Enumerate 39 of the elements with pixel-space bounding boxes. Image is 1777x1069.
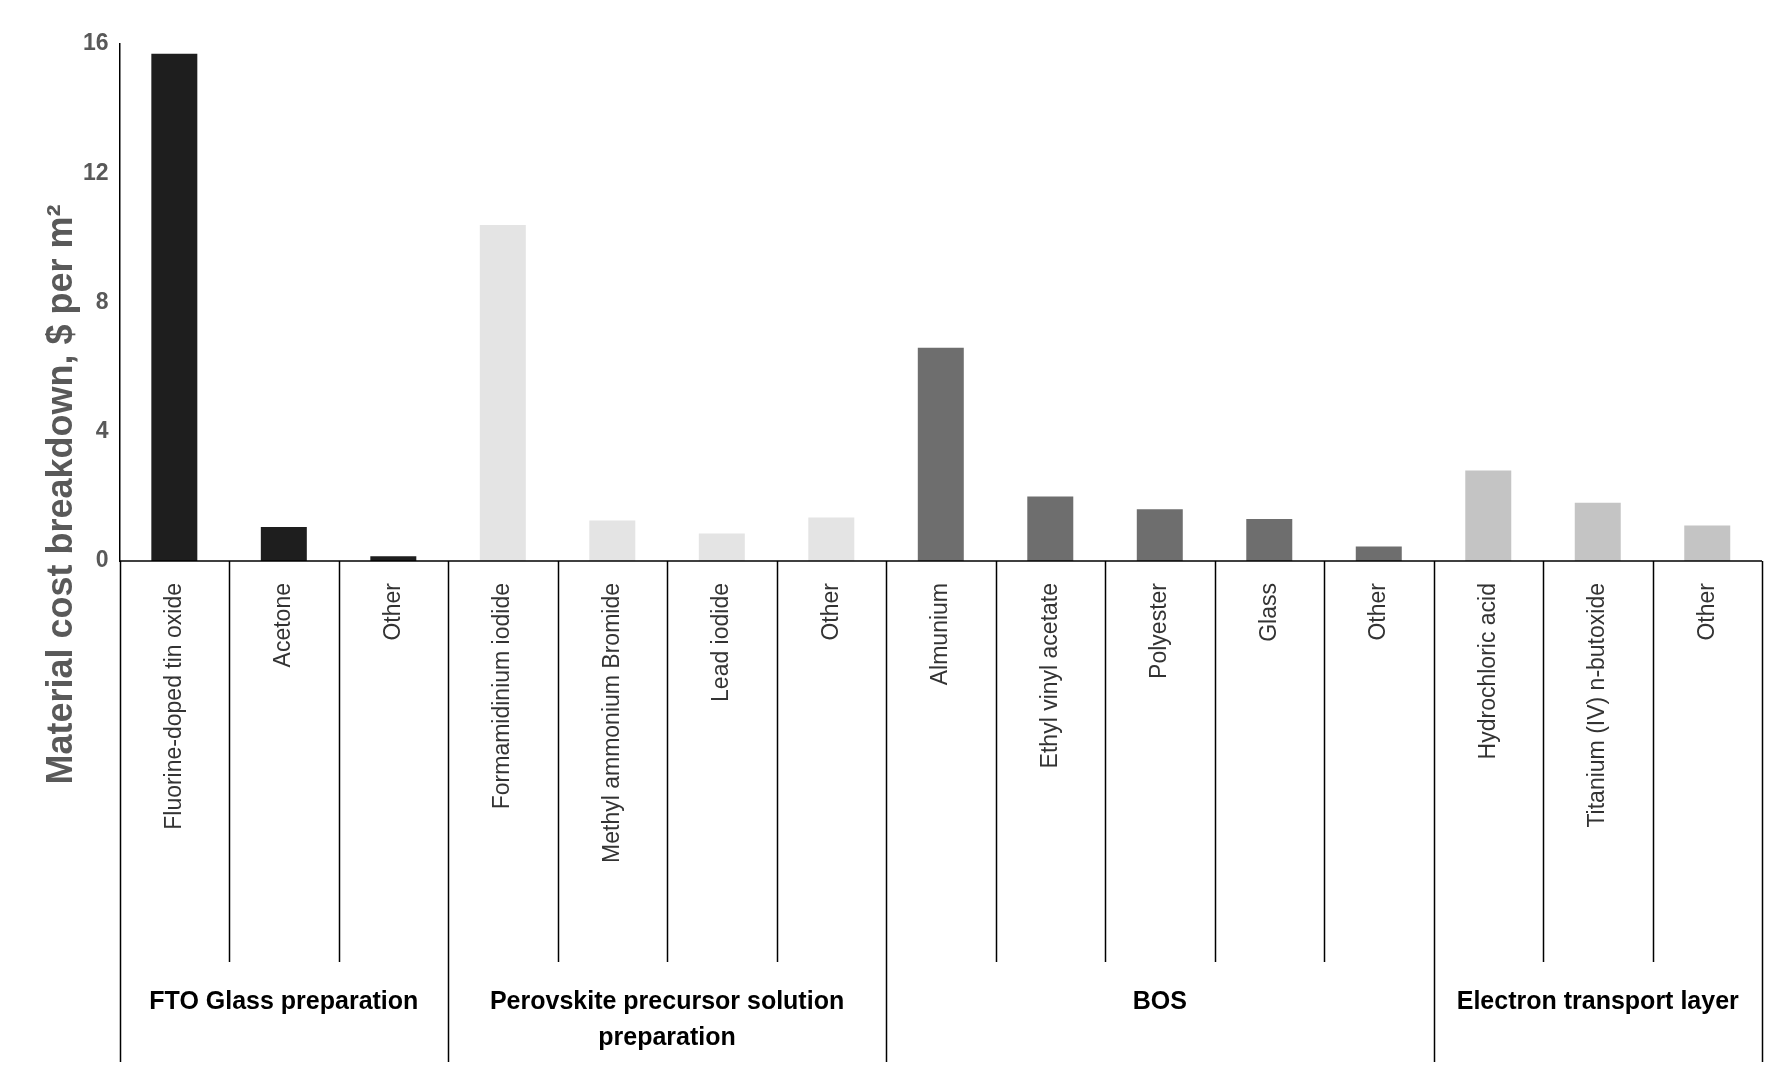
x-tick-label: Lead iodide (707, 583, 734, 702)
y-axis-title: Material cost breakdown, $ per m² (38, 204, 80, 785)
bar (1465, 470, 1512, 561)
bar (1574, 502, 1621, 561)
bar (1355, 546, 1402, 561)
bar (1246, 518, 1293, 561)
y-tick-label: 4 (95, 417, 109, 444)
x-tick-label: Hydrochloric acid (1473, 583, 1500, 760)
y-tick-label: 16 (82, 29, 109, 56)
x-tick-label: Polyester (1145, 582, 1172, 679)
bar (151, 53, 198, 561)
bar (1684, 525, 1731, 561)
x-tick-label: Methyl ammonium Bromide (597, 583, 624, 863)
x-tick-label: Other (1692, 582, 1719, 641)
bar (1136, 509, 1183, 561)
x-tick-label: Fluorine-doped tin oxide (159, 583, 186, 830)
text: Electron transport layer (1456, 985, 1740, 1014)
x-tick-label: Other (1364, 582, 1391, 641)
bar (1027, 496, 1074, 561)
x-tick-label: Ethyl vinyl acetate (1035, 583, 1062, 769)
y-tick-label: 0 (95, 546, 109, 573)
bar (917, 347, 964, 561)
x-tick-label: Other (378, 582, 405, 641)
text: Perovskite precursor solution preparation (489, 985, 845, 1050)
x-tick-label: Almunium (926, 583, 953, 686)
y-tick-label: 8 (95, 287, 109, 314)
text: BOS (1132, 985, 1187, 1014)
x-tick-label: Titanium (IV) n-butoxide (1583, 583, 1610, 828)
y-tick-label: 12 (82, 158, 109, 185)
x-tick-label: Formamidinium iodide (488, 583, 515, 810)
bar (479, 224, 526, 561)
x-tick-label: Other (816, 582, 843, 641)
bar (808, 517, 855, 561)
x-tick-label: Acetone (269, 583, 296, 668)
bar (698, 533, 745, 561)
text: FTO Glass preparation (149, 985, 419, 1014)
bar (589, 520, 636, 561)
x-tick-label: Glass (1254, 583, 1281, 642)
bar (260, 527, 307, 561)
